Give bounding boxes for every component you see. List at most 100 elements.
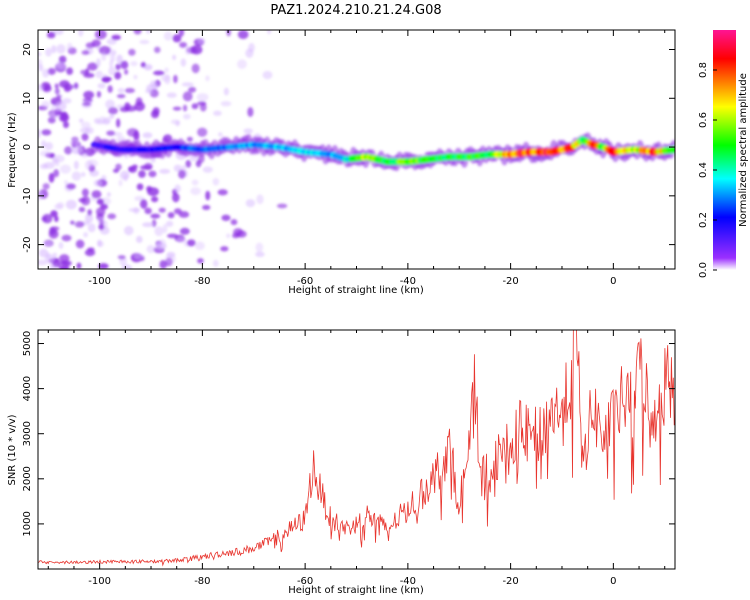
noise-blob: [194, 241, 205, 251]
noise-blob: [78, 30, 84, 37]
noise-blob: [173, 74, 178, 84]
noise-blob: [164, 254, 176, 264]
noise-blob: [54, 215, 59, 223]
noise-blob: [62, 97, 72, 104]
noise-blob: [48, 172, 55, 183]
y-tick-label: 20: [22, 43, 33, 56]
noise-blob: [186, 239, 196, 247]
noise-blob: [116, 93, 126, 99]
noise-blob: [95, 207, 106, 217]
spectrogram-x-ticks: -100 -80 -60 -40 -20 0: [47, 30, 666, 287]
noise-blob: [197, 101, 207, 106]
noise-blob: [69, 140, 80, 146]
noise-blob: [73, 160, 79, 170]
noise-blob: [160, 74, 171, 82]
noise-blob: [114, 71, 122, 80]
noise-blob: [56, 44, 66, 54]
noise-blob: [39, 150, 51, 157]
noise-blob: [172, 192, 180, 203]
y-tick-label: 4000: [22, 376, 33, 401]
spectrogram-x-label: Height of straight line (km): [288, 285, 424, 296]
noise-blob: [138, 170, 146, 178]
noise-blob: [80, 69, 87, 75]
x-tick-label: -20: [502, 276, 518, 287]
spectrogram-y-label: Frequency (Hz): [7, 112, 18, 188]
noise-blob: [256, 194, 264, 205]
x-tick-label: -20: [502, 576, 518, 587]
noise-blob: [66, 67, 74, 75]
noise-blob: [87, 247, 95, 252]
noise-blob: [103, 220, 108, 230]
noise-blob: [243, 128, 253, 134]
noise-blob: [81, 172, 86, 177]
noise-blob: [123, 174, 128, 182]
noise-blob: [101, 52, 107, 61]
noise-blob: [112, 168, 120, 173]
snr-y-ticks: 1000 2000 3000 4000 5000: [22, 331, 675, 537]
noise-blob: [124, 69, 129, 75]
y-tick-label: -20: [22, 236, 33, 252]
noise-blob: [78, 206, 86, 213]
noise-blob: [248, 42, 255, 53]
noise-blob: [107, 85, 113, 93]
noise-blob: [205, 190, 211, 201]
noise-blob: [41, 216, 47, 222]
noise-blob: [191, 103, 199, 110]
noise-blob: [217, 132, 223, 137]
noise-blob: [46, 31, 56, 39]
colorbar-tick-label: 0.2: [698, 212, 709, 228]
noise-blob: [105, 99, 115, 110]
noise-blob: [144, 162, 153, 171]
noise-blob: [89, 169, 100, 177]
noise-blob: [109, 59, 114, 69]
noise-blob: [58, 241, 64, 249]
noise-blob: [98, 263, 109, 269]
noise-blob: [147, 187, 159, 197]
noise-blob: [76, 262, 82, 269]
noise-blob: [128, 208, 141, 213]
noise-blob: [51, 45, 57, 54]
noise-blob: [38, 84, 45, 91]
noise-blob: [71, 171, 82, 181]
y-tick-label: 1000: [22, 511, 33, 536]
figure-title: PAZ1.2024.210.21.24.G08: [270, 3, 441, 18]
noise-blob: [63, 180, 69, 185]
noise-blob: [96, 91, 102, 98]
colorbar-tick-label: 0.4: [698, 162, 709, 178]
y-tick-label: 0: [22, 144, 33, 150]
noise-blob: [145, 88, 154, 94]
noise-blob: [205, 75, 210, 82]
noise-blob: [38, 58, 43, 67]
noise-blob: [42, 68, 50, 78]
noise-blob: [230, 219, 238, 226]
noise-blob: [45, 142, 54, 151]
noise-blob: [188, 86, 197, 93]
noise-blob: [85, 42, 95, 49]
noise-blob: [150, 213, 161, 219]
noise-blob: [191, 179, 199, 186]
noise-blob: [108, 107, 118, 115]
noise-blob: [66, 183, 76, 190]
noise-blob: [66, 42, 73, 51]
noise-blob: [173, 164, 182, 172]
noise-blob: [196, 93, 209, 102]
noise-blob: [48, 227, 57, 236]
noise-blob: [59, 164, 71, 174]
noise-blob: [134, 101, 146, 112]
x-tick-label: -40: [400, 276, 416, 287]
noise-blob: [140, 199, 148, 209]
noise-blob: [150, 80, 158, 89]
noise-blob: [102, 119, 110, 126]
noise-blob: [255, 242, 264, 253]
noise-blob: [179, 227, 190, 235]
noise-blob: [262, 70, 273, 80]
x-tick-label: -40: [400, 576, 416, 587]
snr-x-ticks: -100 -80 -60 -40 -20 0: [47, 330, 666, 587]
noise-blob: [133, 74, 138, 80]
noise-blob: [87, 223, 96, 233]
noise-blob: [144, 207, 152, 215]
noise-blob: [181, 165, 187, 171]
noise-blob: [63, 86, 71, 93]
noise-blob: [197, 127, 208, 137]
